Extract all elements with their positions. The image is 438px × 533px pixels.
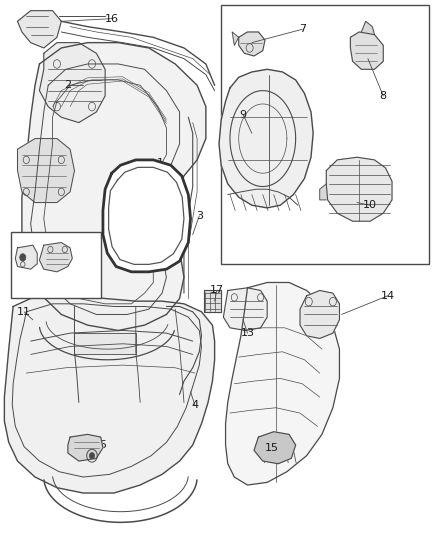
- Bar: [221, 5, 429, 264]
- Polygon shape: [4, 296, 215, 493]
- Polygon shape: [361, 21, 374, 35]
- Polygon shape: [254, 432, 296, 464]
- Polygon shape: [232, 32, 239, 45]
- Text: 8: 8: [380, 91, 387, 101]
- Text: 14: 14: [381, 291, 395, 301]
- Text: 15: 15: [265, 443, 279, 453]
- Polygon shape: [18, 139, 74, 203]
- Text: 10: 10: [363, 200, 377, 210]
- Polygon shape: [39, 43, 105, 123]
- Polygon shape: [320, 184, 326, 200]
- Polygon shape: [300, 290, 339, 338]
- Polygon shape: [103, 160, 191, 272]
- Text: 5: 5: [99, 440, 106, 450]
- Text: 9: 9: [240, 110, 247, 119]
- Polygon shape: [204, 290, 221, 312]
- Polygon shape: [350, 32, 383, 69]
- Text: 7: 7: [299, 25, 306, 34]
- Polygon shape: [239, 32, 265, 56]
- Text: 16: 16: [105, 14, 119, 23]
- Bar: [11, 232, 101, 298]
- Text: 2: 2: [64, 80, 71, 90]
- Text: 3: 3: [196, 211, 203, 221]
- Polygon shape: [74, 333, 136, 354]
- Text: 1: 1: [156, 158, 163, 167]
- Polygon shape: [39, 243, 72, 272]
- Polygon shape: [226, 282, 339, 485]
- Text: 4: 4: [191, 400, 198, 410]
- Text: 11: 11: [17, 307, 31, 317]
- Polygon shape: [219, 69, 313, 208]
- Text: 12: 12: [61, 280, 75, 290]
- Circle shape: [89, 453, 95, 459]
- Text: 13: 13: [240, 328, 254, 338]
- Polygon shape: [68, 434, 103, 461]
- Polygon shape: [326, 157, 392, 221]
- Polygon shape: [22, 43, 206, 330]
- Polygon shape: [18, 11, 61, 48]
- Polygon shape: [15, 245, 37, 269]
- Text: 17: 17: [210, 286, 224, 295]
- Polygon shape: [223, 288, 267, 330]
- Circle shape: [20, 254, 26, 261]
